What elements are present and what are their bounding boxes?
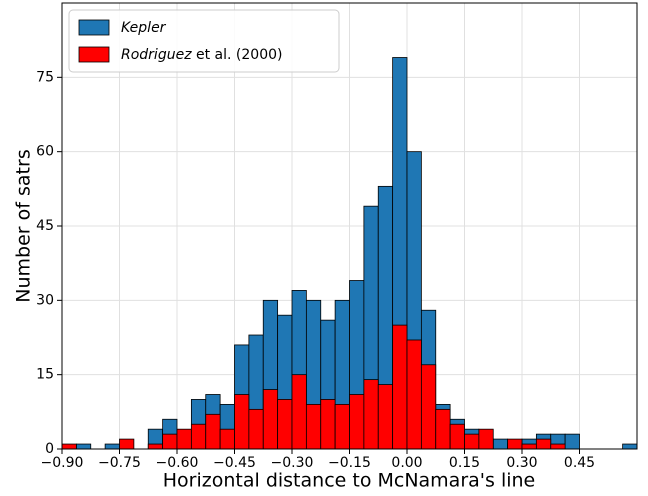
y-tick-label: 15 [36, 367, 54, 383]
bar [262, 389, 279, 450]
x-tick-label: −0.60 [156, 455, 199, 471]
x-tick-label: 0.45 [564, 455, 595, 471]
legend-label: Rodriguez et al. (2000) [121, 47, 282, 63]
bar [75, 443, 92, 450]
bar [61, 443, 77, 450]
bar [234, 394, 250, 450]
bar [550, 443, 566, 450]
bar [277, 399, 293, 450]
bar [320, 399, 336, 450]
bar [622, 443, 638, 450]
bar [521, 443, 537, 450]
y-tick-label: 0 [45, 441, 54, 457]
bar [349, 394, 365, 450]
x-tick-label: −0.30 [271, 455, 314, 471]
bar [363, 379, 379, 450]
legend-label-part: et al. (2000) [192, 47, 283, 63]
bar [564, 433, 580, 450]
x-axis-label: Horizontal distance to McNamara's line [163, 470, 535, 492]
legend-swatch [78, 19, 110, 36]
bar [420, 364, 437, 450]
x-tick-label: −0.15 [328, 455, 371, 471]
legend-box [68, 9, 340, 73]
x-tick-label: −0.75 [98, 455, 141, 471]
bar [305, 403, 322, 450]
y-tick-label: 30 [36, 292, 54, 308]
legend-label-part: Kepler [121, 20, 167, 36]
bar [176, 428, 192, 450]
bar [406, 339, 422, 450]
bar [377, 384, 394, 450]
bar [464, 433, 480, 450]
bar [291, 374, 307, 450]
x-tick-label: 0.30 [506, 455, 537, 471]
bar [248, 408, 264, 450]
bar [507, 438, 523, 450]
bar [435, 408, 451, 450]
bar [478, 428, 494, 450]
bar [162, 433, 178, 450]
legend-swatch [78, 46, 110, 63]
y-tick-label: 75 [36, 69, 54, 85]
bar [449, 423, 465, 450]
legend-label-part: Rodriguez [121, 47, 192, 63]
x-tick-label: 0.15 [449, 455, 480, 471]
y-tick-label: 60 [36, 144, 54, 160]
bar [119, 438, 135, 450]
legend: Kepler Rodriguez et al. (2000) [68, 9, 340, 73]
x-tick-label: −0.90 [41, 455, 84, 471]
bar [147, 443, 164, 450]
y-tick-label: 45 [36, 218, 54, 234]
bar [205, 413, 221, 450]
bar [219, 428, 235, 450]
bar [190, 423, 207, 450]
bar [334, 403, 350, 450]
x-tick-label: −0.45 [213, 455, 256, 471]
bar [492, 438, 509, 450]
bar [104, 443, 120, 450]
bar [392, 324, 408, 450]
y-axis-label: Number of satrs [13, 149, 35, 302]
legend-label: Kepler [121, 20, 167, 36]
x-tick-label: 0.00 [391, 455, 422, 471]
bar [535, 438, 552, 450]
